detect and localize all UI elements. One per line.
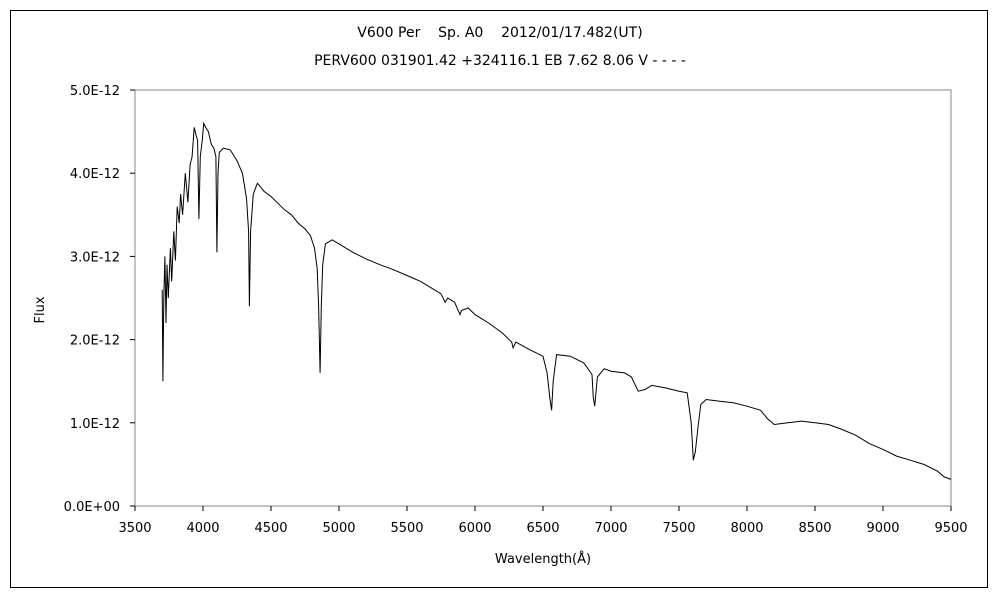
x-tick-label: 9000 bbox=[866, 521, 899, 536]
x-tick-label: 8000 bbox=[730, 521, 763, 536]
x-tick-label: 6000 bbox=[458, 521, 491, 536]
x-tick-label: 4500 bbox=[254, 521, 287, 536]
x-axis: 3500 4000 4500 5000 5500 6000 6500 7000 7500 8000… bbox=[118, 506, 968, 536]
x-tick-label: 9500 bbox=[934, 521, 967, 536]
spectrum-line bbox=[161, 121, 952, 480]
x-tick-label: 6500 bbox=[526, 521, 559, 536]
y-tick-label: 3.0E-12 bbox=[70, 250, 120, 265]
y-axis-label: Flux bbox=[33, 296, 48, 323]
chart-frame bbox=[10, 10, 988, 588]
plot-area bbox=[134, 89, 952, 507]
x-tick-label: 5500 bbox=[390, 521, 423, 536]
y-tick-label: 1.0E-12 bbox=[70, 417, 120, 432]
x-tick-label: 7000 bbox=[594, 521, 627, 536]
y-tick-label: 5.0E-12 bbox=[70, 84, 120, 99]
x-tick-label: 5000 bbox=[322, 521, 355, 536]
y-axis: 0.0E+00 1.0E-12 2.0E-12 3.0E-12 4.0E-12 5.0E-… bbox=[64, 84, 135, 515]
y-tick-label: 0.0E+00 bbox=[64, 500, 120, 515]
chart-subtitle: PERV600 031901.42 +324116.1 EB 7.62 8.06… bbox=[314, 53, 686, 69]
x-tick-label: 3500 bbox=[118, 521, 151, 536]
x-tick-label: 4000 bbox=[186, 521, 219, 536]
x-tick-label: 7500 bbox=[662, 521, 695, 536]
y-tick-label: 2.0E-12 bbox=[70, 334, 120, 349]
x-tick-label: 8500 bbox=[798, 521, 831, 536]
x-axis-label: Wavelength(Å) bbox=[495, 551, 591, 567]
chart-title: V600 Per Sp. A0 2012/01/17.482(UT) bbox=[357, 25, 643, 41]
y-tick-label: 4.0E-12 bbox=[70, 167, 120, 182]
